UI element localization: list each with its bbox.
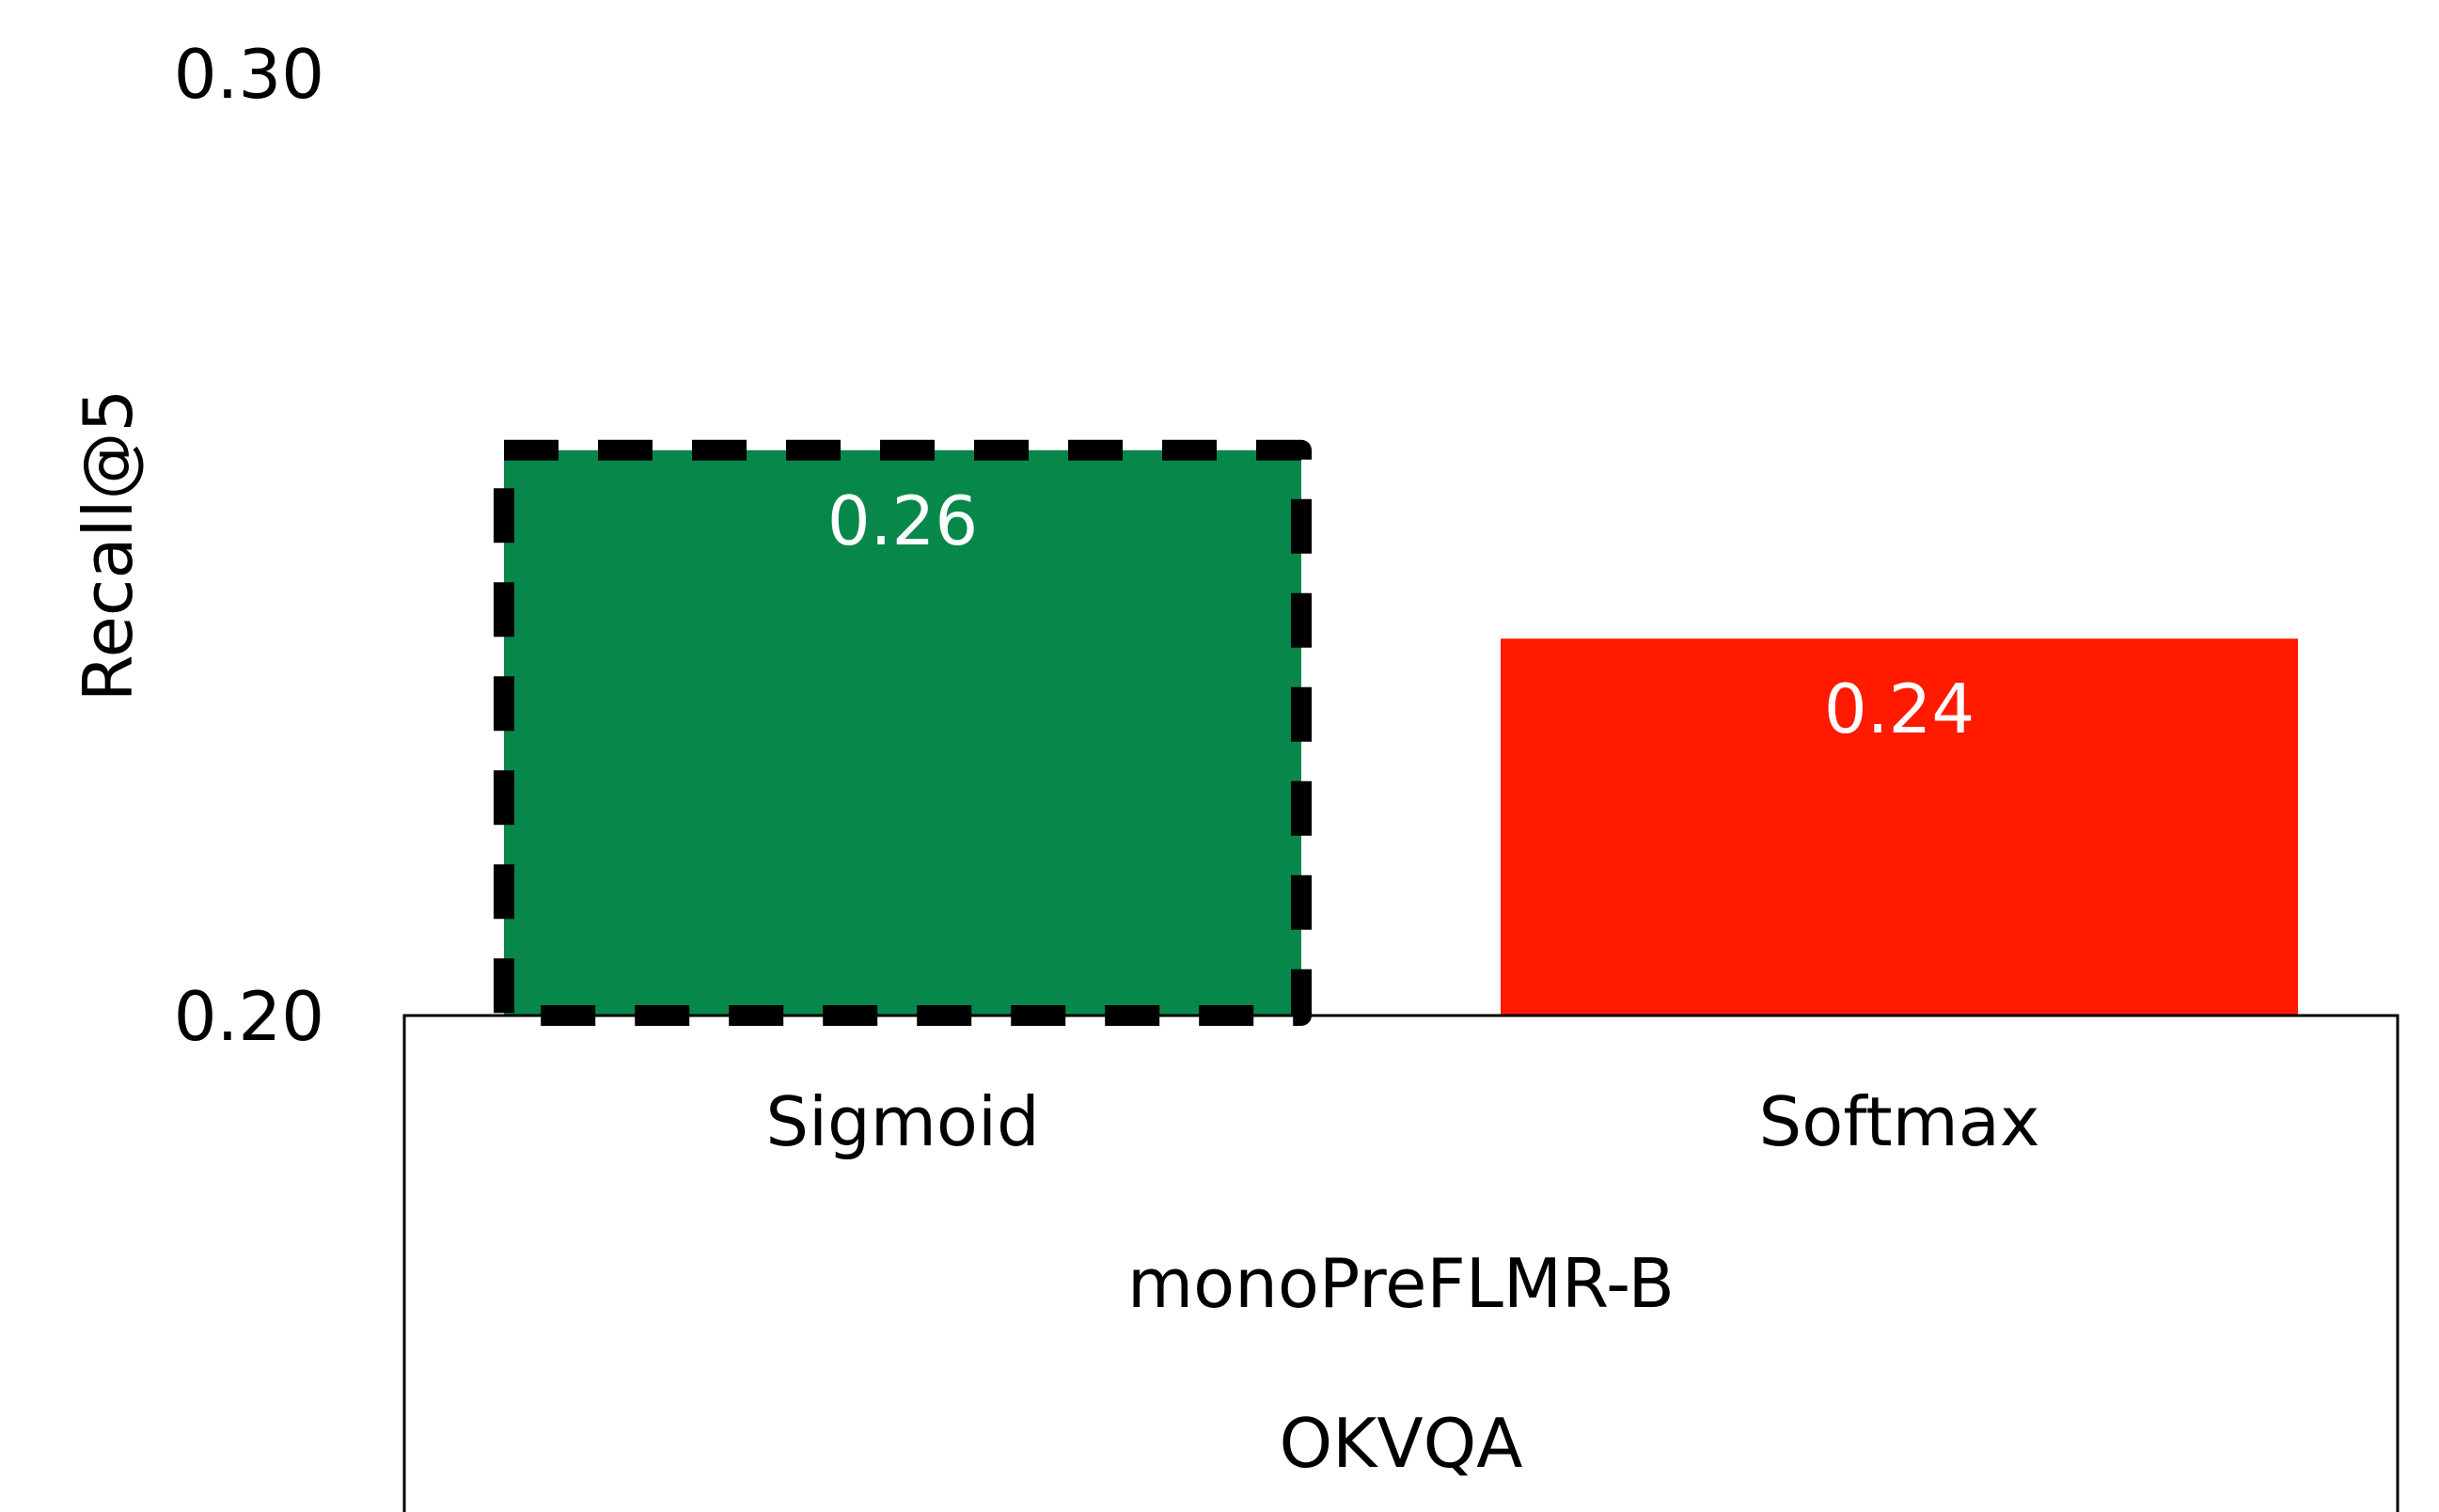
bars-group	[494, 439, 2298, 1026]
bar-value-label: 0.26	[827, 481, 978, 560]
value-labels-group: 0.26 0.24	[827, 481, 1975, 748]
model-group-label: monoPreFLMR-B	[1127, 1244, 1675, 1323]
bar-softmax	[1501, 638, 2298, 1016]
category-label: Sigmoid	[765, 1082, 1039, 1161]
y-axis-label: Recall@5	[69, 389, 148, 702]
y-axis-ticks: 0.20 0.30	[174, 35, 324, 1056]
y-tick-label: 0.30	[174, 35, 324, 114]
dataset-group-label: OKVQA	[1279, 1404, 1522, 1483]
category-label: Softmax	[1759, 1082, 2040, 1161]
bar-highlight-outline	[494, 439, 1312, 1026]
category-table-box	[402, 1014, 2400, 1512]
bar-sigmoid	[504, 449, 1301, 1016]
bar-value-label: 0.24	[1824, 669, 1975, 748]
y-tick-label: 0.20	[174, 977, 324, 1056]
category-labels-group: Sigmoid Softmax	[765, 1082, 2039, 1161]
